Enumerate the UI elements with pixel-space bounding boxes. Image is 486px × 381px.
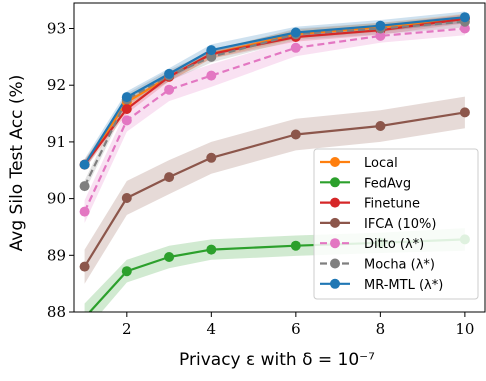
x-axis-label: Privacy ε with δ = 10⁻⁷ — [179, 350, 375, 370]
legend-box — [313, 148, 479, 300]
point-mr-mtl — [79, 159, 90, 170]
band-ditto — [84, 21, 465, 224]
legend-marker-fedavg — [330, 177, 340, 188]
y-tick-label: 92 — [47, 76, 66, 94]
x-tick-label: 10 — [455, 320, 474, 338]
point-ditto — [375, 30, 386, 41]
point-fedavg — [121, 266, 132, 277]
point-mr-mtl — [206, 45, 217, 56]
point-mr-mtl — [121, 92, 132, 103]
point-ditto — [290, 42, 301, 53]
series-points — [79, 12, 470, 323]
legend-label-mr-mtl: MR-MTL (λ*) — [364, 278, 443, 293]
point-ifca-10 — [79, 261, 90, 272]
legend-marker-finetune — [330, 197, 340, 208]
x-tick-label: 8 — [376, 320, 386, 338]
legend-label-finetune: Finetune — [364, 197, 420, 212]
plot-frame — [73, 2, 486, 313]
y-tick-label: 93 — [47, 20, 66, 38]
legend-marker-mr-mtl — [330, 278, 340, 289]
point-mr-mtl — [375, 20, 386, 31]
point-ditto — [164, 84, 175, 95]
point-ditto — [79, 206, 90, 217]
point-ifca-10 — [206, 152, 217, 163]
point-ditto — [206, 70, 217, 81]
point-mr-mtl — [164, 68, 175, 79]
legend-marker-ifca-10 — [330, 217, 340, 228]
band-ifca-10 — [84, 96, 465, 284]
point-ifca-10 — [121, 193, 132, 203]
point-mr-mtl — [290, 27, 301, 38]
legend-label-ditto: Ditto (λ*) — [364, 237, 424, 252]
axes: 2 4 6 8 10 88 89 90 91 92 93 — [47, 2, 486, 338]
point-fedavg — [206, 244, 217, 255]
point-ifca-10 — [375, 121, 386, 131]
legend-marker-mocha — [330, 258, 340, 269]
point-fedavg — [80, 313, 90, 323]
y-tick-label: 89 — [47, 246, 66, 264]
legend-label-local: Local — [364, 156, 398, 171]
legend-label-fedavg: FedAvg — [364, 176, 411, 191]
point-fedavg — [290, 240, 301, 251]
point-mocha — [79, 181, 90, 192]
band-finetune — [84, 14, 465, 170]
y-tick-label: 88 — [47, 303, 66, 321]
y-axis-label: Avg Silo Test Acc (%) — [7, 75, 27, 252]
point-fedavg — [164, 252, 175, 262]
point-ditto — [121, 115, 132, 126]
legend-label-mocha: Mocha (λ*) — [364, 258, 435, 273]
legend-label-ifca-10: IFCA (10%) — [364, 217, 436, 232]
legend: Local FedAvg Finetune IFCA (10%) Ditto (λ*) M… — [313, 148, 479, 300]
point-ifca-10 — [164, 172, 175, 183]
point-mr-mtl — [459, 12, 470, 23]
legend-marker-local — [330, 157, 340, 167]
y-tick-label: 90 — [47, 190, 66, 208]
point-finetune — [121, 104, 132, 114]
point-ifca-10 — [290, 129, 301, 140]
x-tick-label: 4 — [207, 320, 217, 338]
legend-marker-ditto — [330, 238, 340, 249]
y-tick-label: 91 — [47, 133, 66, 151]
x-tick-label: 6 — [291, 320, 301, 338]
x-tick-label: 2 — [122, 320, 132, 338]
point-ifca-10 — [459, 107, 470, 118]
